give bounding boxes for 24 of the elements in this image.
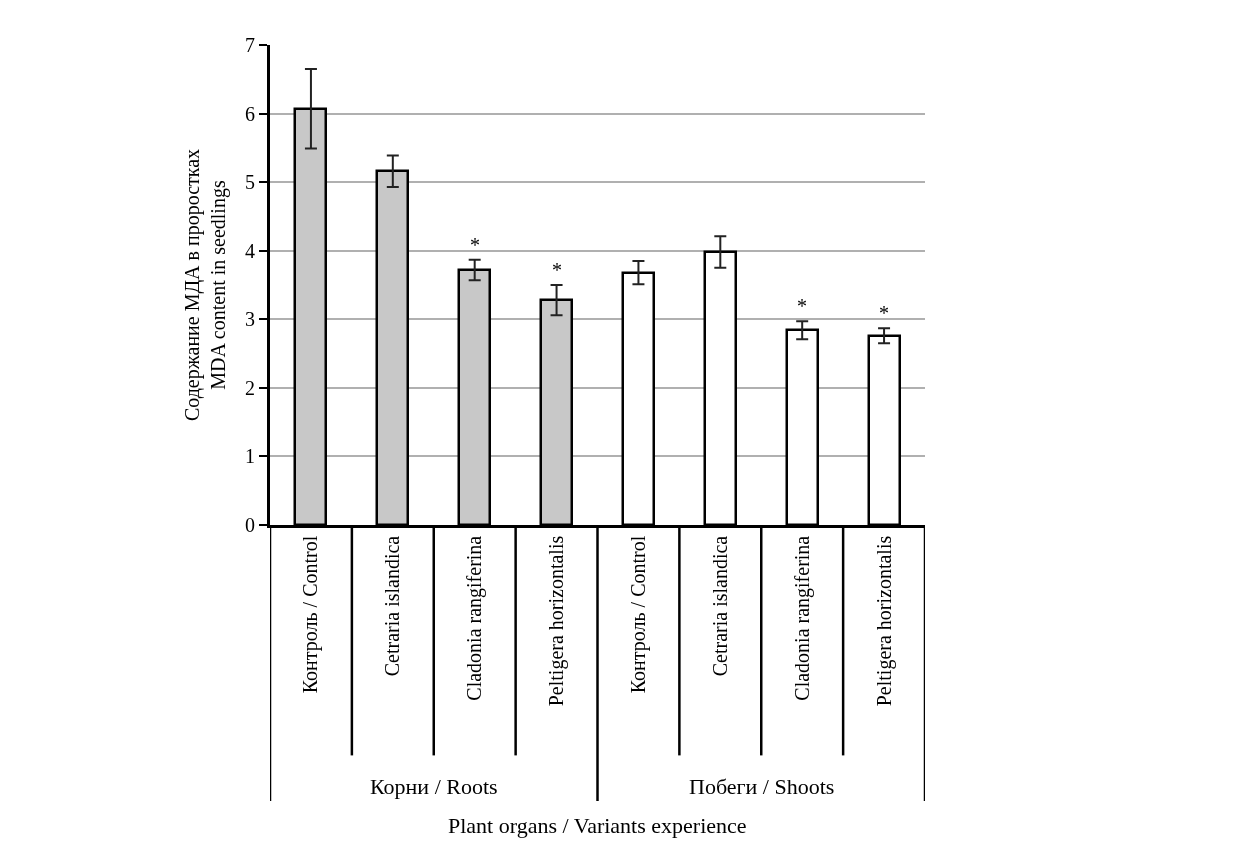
y-tick-label: 5 (245, 171, 255, 194)
data-label: * (879, 302, 889, 324)
x-tick-label: Контроль / Control (299, 535, 323, 694)
y-tick-label: 6 (245, 102, 255, 125)
text: Побеги / Shoots (689, 774, 835, 799)
y-tick-label: 2 (245, 376, 255, 399)
y-tick-label: 4 (245, 239, 255, 262)
x-tick-label: Cladonia rangiferina (790, 535, 814, 701)
data-label: * (552, 259, 562, 281)
y-tick-label: 0 (245, 514, 255, 536)
x-axis-title: Plant organs / Variants experience (448, 813, 747, 838)
x-tick-label: Cetraria islandica (708, 535, 731, 677)
x-tick-label: Peltigera horizontalis (545, 535, 569, 707)
text: Корни / Roots (370, 774, 498, 799)
data-label: * (470, 234, 480, 256)
data-label: * (797, 295, 807, 317)
y-tick-label: 7 (245, 34, 255, 56)
x-tick-label: Контроль / Control (626, 535, 650, 694)
y-tick-label: 1 (245, 445, 255, 468)
x-tick-label: Cladonia rangiferina (463, 535, 487, 701)
y-tick-label: 3 (245, 308, 255, 331)
x-tick-label: Cetraria islandica (381, 535, 404, 677)
x-tick-label: Peltigera horizontalis (872, 535, 896, 707)
y-axis-title: Содержание МДА в проростках MDA content in seedlings (180, 148, 230, 422)
